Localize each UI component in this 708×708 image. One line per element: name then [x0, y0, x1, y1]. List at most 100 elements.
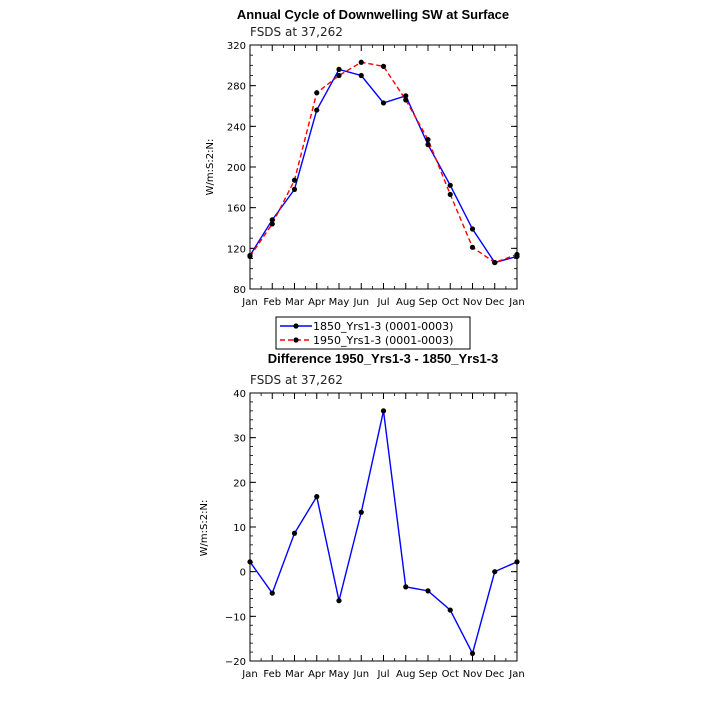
chart1-x-tick-labels: Jan Feb Mar Apr May Jun Jul Aug Sep Oct Nov Dec Jan — [241, 297, 524, 308]
chart-annual-cycle: Annual Cycle of Downwelling SW at Surfac… — [205, 7, 525, 308]
data-point — [291, 530, 298, 536]
y-tick-label: 0 — [240, 568, 246, 579]
legend-label-1850: 1850_Yrs1-3 (0001-0003) — [313, 320, 453, 333]
data-point — [291, 177, 298, 183]
x-tick-label: Jan — [508, 297, 524, 308]
data-point — [336, 66, 342, 72]
data-point — [314, 107, 320, 113]
x-tick-label: Mar — [285, 669, 305, 680]
data-point — [269, 590, 275, 596]
x-tick-label: Oct — [442, 297, 459, 308]
data-point — [336, 72, 342, 79]
chart2-plot-frame — [249, 392, 518, 662]
y-tick-label: 20 — [233, 478, 246, 489]
data-point — [269, 221, 275, 227]
data-point — [403, 584, 409, 590]
x-tick-label: Feb — [263, 669, 281, 680]
chart1-title: Annual Cycle of Downwelling SW at Surfac… — [237, 7, 509, 22]
x-tick-label: Dec — [485, 297, 504, 308]
x-tick-label: Jan — [241, 297, 257, 308]
x-tick-label: Aug — [396, 669, 416, 680]
chart1-y-tick-labels: 80 120 160 200 240 280 320 — [227, 41, 246, 296]
chart2-subtitle: FSDS at 37,262 — [250, 373, 343, 387]
y-tick-label: 160 — [227, 204, 246, 215]
series-line — [249, 61, 518, 264]
data-point — [492, 259, 498, 266]
x-tick-label: Jun — [352, 669, 369, 680]
data-point — [358, 509, 364, 515]
x-tick-label: Oct — [442, 669, 459, 680]
data-point — [403, 93, 409, 99]
x-tick-label: Sep — [419, 669, 438, 680]
chart1-series-points — [247, 59, 520, 266]
data-point — [336, 598, 342, 604]
x-tick-label: Apr — [308, 297, 326, 308]
x-tick-label: Jul — [376, 297, 389, 308]
data-point — [314, 494, 320, 500]
data-point — [469, 226, 476, 232]
chart2-y-axis-label: W/m:S:2:N: — [199, 500, 210, 557]
y-tick-label: 200 — [227, 163, 246, 174]
data-point — [291, 186, 298, 192]
data-point — [358, 72, 364, 79]
chart1-series-lines — [249, 61, 518, 264]
x-tick-label: Nov — [463, 297, 483, 308]
series-line — [249, 68, 518, 264]
x-tick-label: Mar — [285, 297, 305, 308]
x-tick-label: May — [329, 669, 350, 680]
data-point — [269, 217, 275, 223]
chart2-title: Difference 1950_Yrs1-3 - 1850_Yrs1-3 — [268, 351, 499, 366]
chart1-y-axis-label: W/m:S:2:N: — [205, 139, 216, 196]
data-point — [425, 142, 431, 148]
data-point — [358, 59, 364, 65]
data-point — [425, 588, 431, 594]
data-point — [469, 244, 476, 250]
data-point — [469, 650, 476, 657]
data-point — [403, 97, 409, 103]
chart2-series-lines — [249, 410, 518, 656]
x-tick-label: Sep — [419, 297, 438, 308]
y-tick-label: −20 — [225, 657, 246, 668]
x-tick-label: Jan — [241, 669, 257, 680]
y-tick-label: −10 — [225, 612, 246, 623]
chart2-series-points — [247, 408, 520, 657]
chart1-subtitle: FSDS at 37,262 — [250, 25, 343, 39]
y-tick-label: 10 — [233, 523, 246, 534]
x-tick-label: Apr — [308, 669, 326, 680]
legend-label-1950: 1950_Yrs1-3 (0001-0003) — [313, 334, 453, 347]
x-tick-label: Jul — [376, 669, 389, 680]
chart-difference: Difference 1950_Yrs1-3 - 1850_Yrs1-3 FSD… — [199, 351, 525, 680]
data-point — [447, 182, 453, 188]
data-point — [447, 607, 453, 613]
data-point — [447, 191, 453, 198]
x-tick-label: Jan — [508, 669, 524, 680]
data-point — [314, 90, 320, 96]
chart2-x-tick-labels: Jan Feb Mar Apr May Jun Jul Aug Sep Oct Nov Dec Jan — [241, 669, 524, 680]
data-point — [380, 63, 387, 69]
y-tick-label: 320 — [227, 41, 246, 52]
data-point — [492, 569, 498, 575]
chart2-y-tick-labels: −20 −10 0 10 20 30 40 — [225, 389, 246, 668]
chart1-ticks — [249, 44, 518, 290]
x-tick-label: Nov — [463, 669, 483, 680]
y-tick-label: 40 — [233, 389, 246, 400]
data-point — [380, 408, 387, 414]
data-point — [425, 136, 431, 143]
y-tick-label: 280 — [227, 82, 246, 93]
x-tick-label: Jun — [352, 297, 369, 308]
chart1-plot-frame — [249, 44, 518, 290]
x-tick-label: Aug — [396, 297, 416, 308]
legend: 1850_Yrs1-3 (0001-0003) 1950_Yrs1-3 (000… — [275, 316, 471, 350]
x-tick-label: Feb — [263, 297, 281, 308]
y-tick-label: 80 — [233, 285, 246, 296]
y-tick-label: 30 — [233, 434, 246, 445]
legend-marker-1850 — [293, 323, 299, 329]
x-tick-label: Dec — [485, 669, 504, 680]
legend-marker-1950 — [293, 337, 299, 343]
data-point — [380, 100, 387, 106]
x-tick-label: May — [329, 297, 350, 308]
y-tick-label: 120 — [227, 244, 246, 255]
y-tick-label: 240 — [227, 122, 246, 133]
series-line — [249, 410, 518, 656]
